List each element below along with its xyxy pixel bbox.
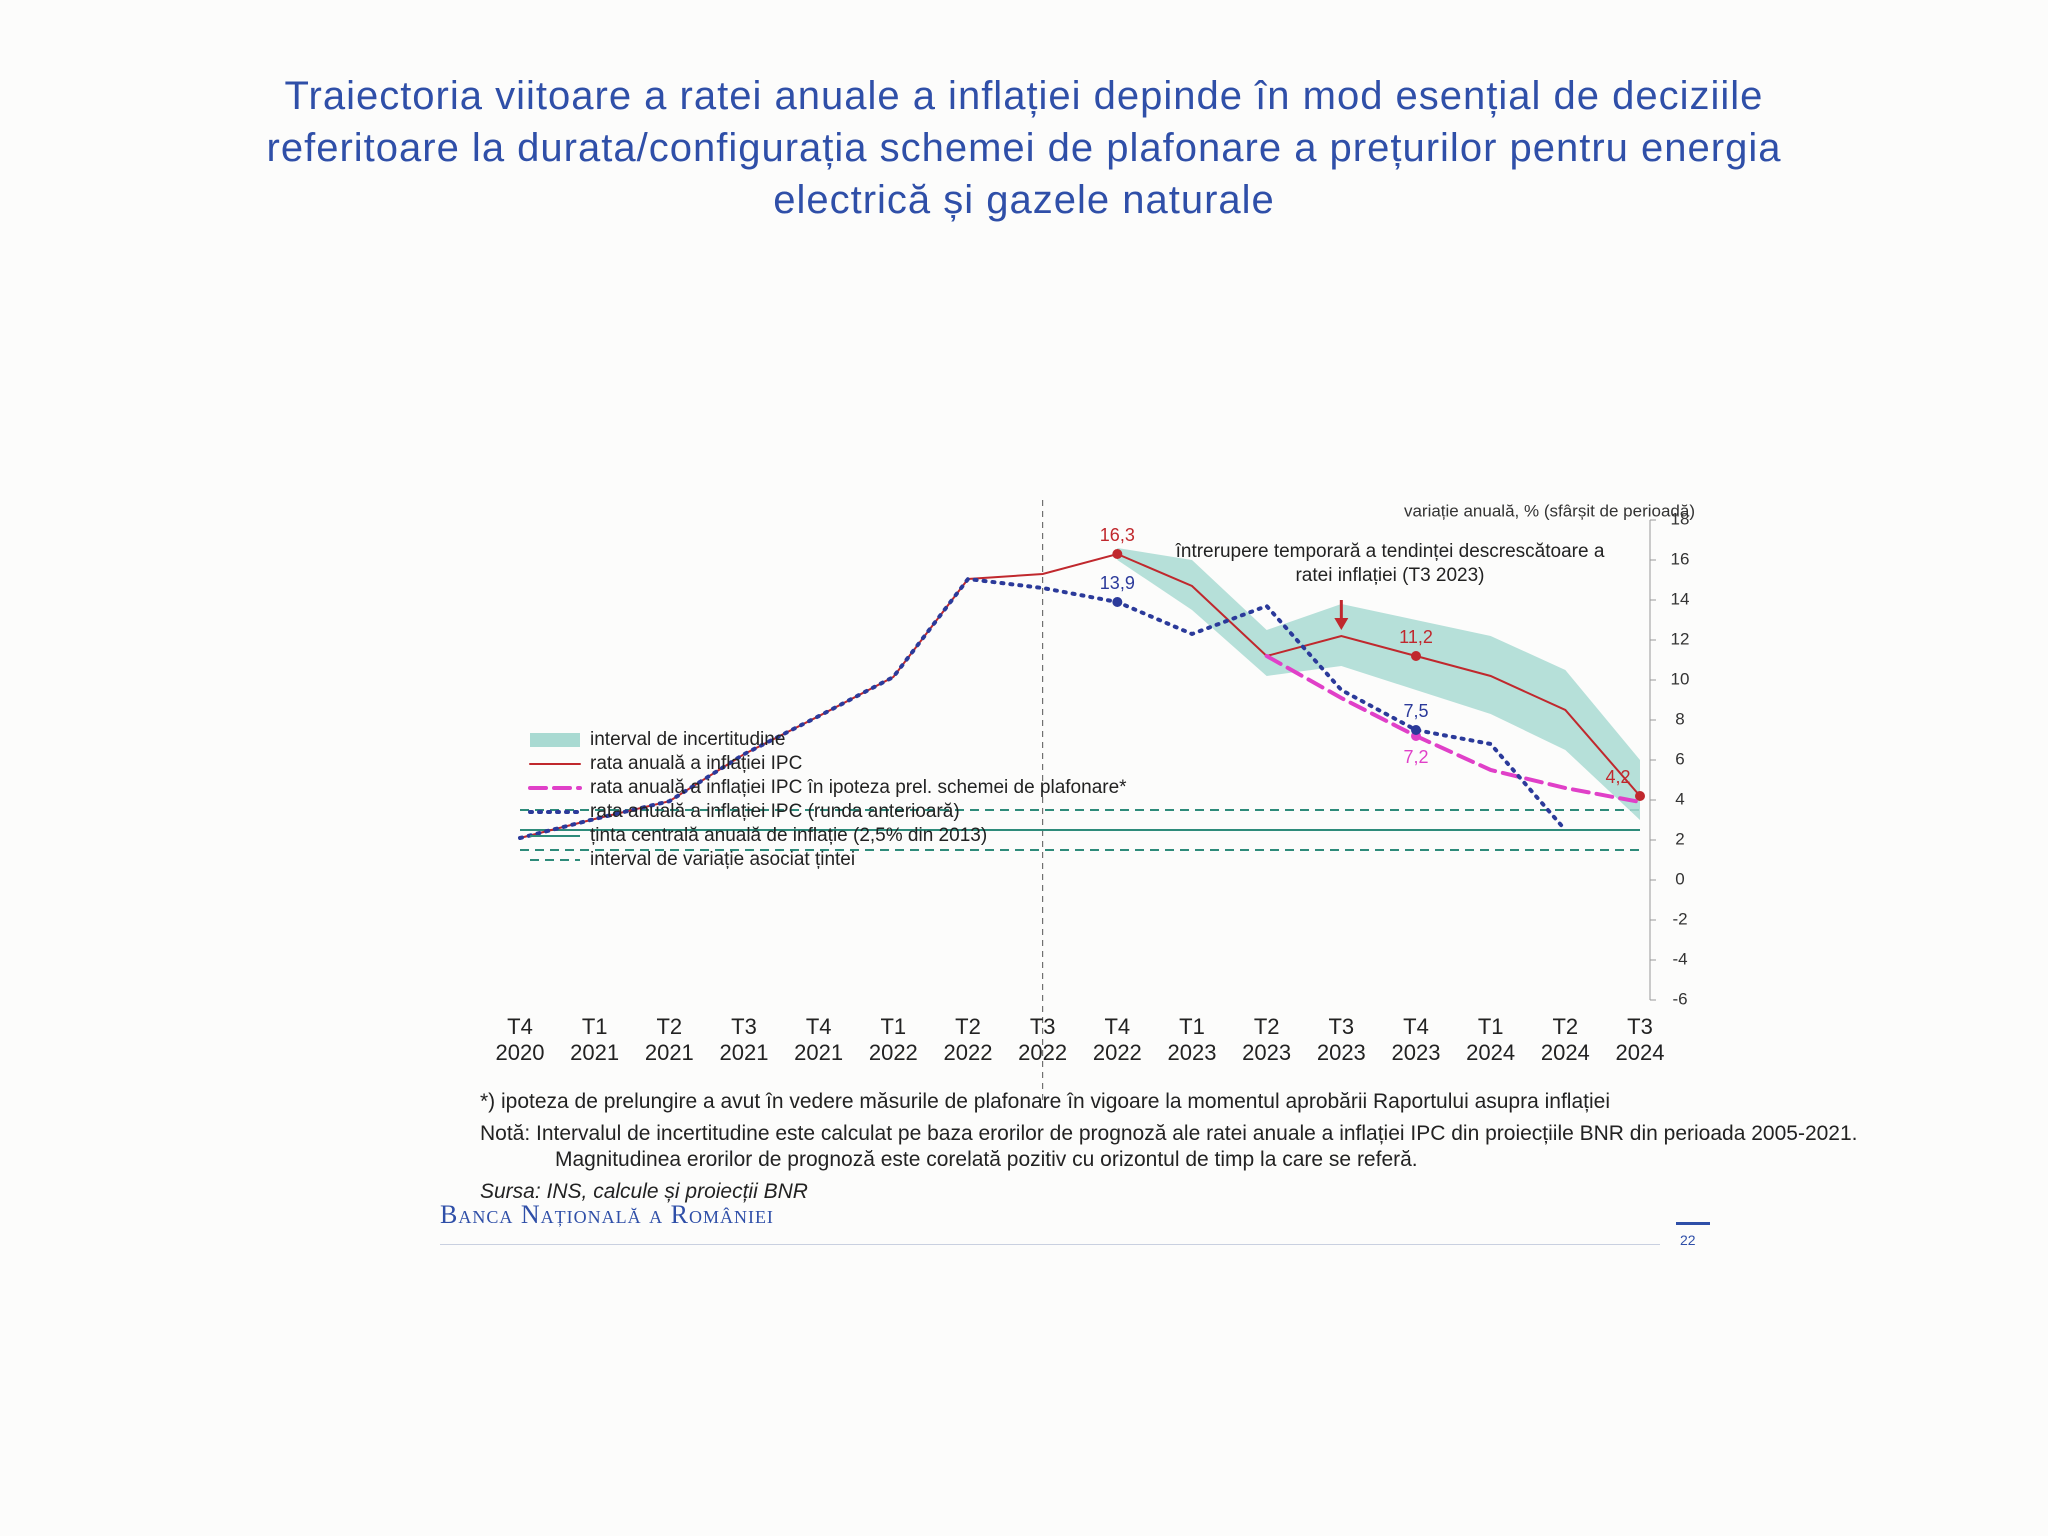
data-label: 11,2 [1399, 627, 1433, 647]
data-point [1411, 651, 1421, 661]
x-tick-label: T1 2023 [1167, 1014, 1217, 1065]
x-tick-label: T4 2023 [1391, 1014, 1441, 1065]
y-tick-label: 16 [1671, 549, 1690, 568]
y-tick-label: 18 [1671, 509, 1690, 528]
data-label: 16,3 [1100, 525, 1135, 545]
data-label: 7,2 [1403, 747, 1428, 767]
y-tick-label: 10 [1671, 669, 1690, 688]
data-point [1112, 597, 1123, 607]
footer-rule [440, 1244, 1660, 1245]
x-tick-label: T3 2023 [1316, 1014, 1366, 1065]
annotation: întrerupere temporară a tendinței descre… [1175, 541, 1605, 586]
x-tick-label: T3 2024 [1615, 1014, 1665, 1065]
x-tick-label: T1 2022 [868, 1014, 918, 1065]
x-tick-label: T2 2024 [1540, 1014, 1590, 1065]
annotation-arrowhead [1334, 618, 1349, 630]
y-tick-label: -2 [1672, 909, 1687, 928]
data-point [1635, 791, 1645, 801]
x-tick-label: T2 2022 [943, 1014, 993, 1065]
y-axis-label: variație anuală, % (sfârșit de perioadă) [1404, 501, 1695, 520]
data-label: 7,5 [1403, 701, 1428, 721]
y-tick-label: 0 [1675, 869, 1684, 888]
legend-swatch [530, 733, 580, 747]
x-tick-label: T3 2021 [719, 1014, 769, 1065]
legend-label: rata anuală a inflației IPC [590, 753, 802, 774]
logo: Banca Națională a României [440, 1200, 774, 1229]
footnote: *) ipoteza de prelungire a avut în veder… [480, 1090, 1610, 1113]
y-tick-label: 8 [1675, 709, 1684, 728]
y-tick-label: 12 [1671, 629, 1690, 648]
y-tick-label: -4 [1672, 949, 1687, 968]
y-tick-label: -6 [1672, 989, 1687, 1008]
slide-title: Traiectoria viitoare a ratei anuale a in… [266, 74, 1782, 222]
note: Notă: Intervalul de incertitudine este c… [480, 1122, 1858, 1145]
page-number: 22 [1680, 1232, 1696, 1248]
y-tick-label: 4 [1675, 789, 1684, 808]
series-line [1264, 654, 1642, 804]
x-tick-label: T3 2022 [1018, 1014, 1068, 1065]
note: Magnitudinea erorilor de prognoză este c… [555, 1148, 1418, 1171]
y-tick-label: 6 [1675, 749, 1684, 768]
legend-label: rata anuală a inflației IPC (runda anter… [590, 801, 960, 822]
x-tick-label: T1 2021 [570, 1014, 620, 1065]
series-line [518, 576, 1568, 840]
data-point [1411, 725, 1421, 735]
y-tick-label: 14 [1671, 589, 1690, 608]
uncertainty-band [1117, 548, 1640, 820]
legend-label: ținta centrală anuală de inflație (2,5% … [590, 825, 987, 846]
data-label: 13,9 [1100, 573, 1135, 593]
data-label: 4,2 [1605, 767, 1630, 787]
x-tick-label: T2 2021 [644, 1014, 694, 1065]
footer-accent [1676, 1222, 1710, 1225]
legend-label: interval de incertitudine [590, 729, 785, 750]
x-tick-label: T4 2021 [794, 1014, 844, 1065]
x-tick-label: T1 2024 [1466, 1014, 1516, 1065]
x-tick-label: T4 2022 [1092, 1014, 1142, 1065]
legend-label: interval de variație asociat țintei [590, 849, 855, 870]
data-point [1112, 549, 1123, 559]
x-tick-label: T4 2020 [495, 1014, 545, 1065]
x-tick-label: T2 2023 [1242, 1014, 1292, 1065]
legend-label: rata anuală a inflației IPC în ipoteza p… [590, 777, 1127, 798]
source: Sursa: INS, calcule și proiecții BNR [480, 1180, 808, 1203]
y-tick-label: 2 [1675, 829, 1684, 848]
